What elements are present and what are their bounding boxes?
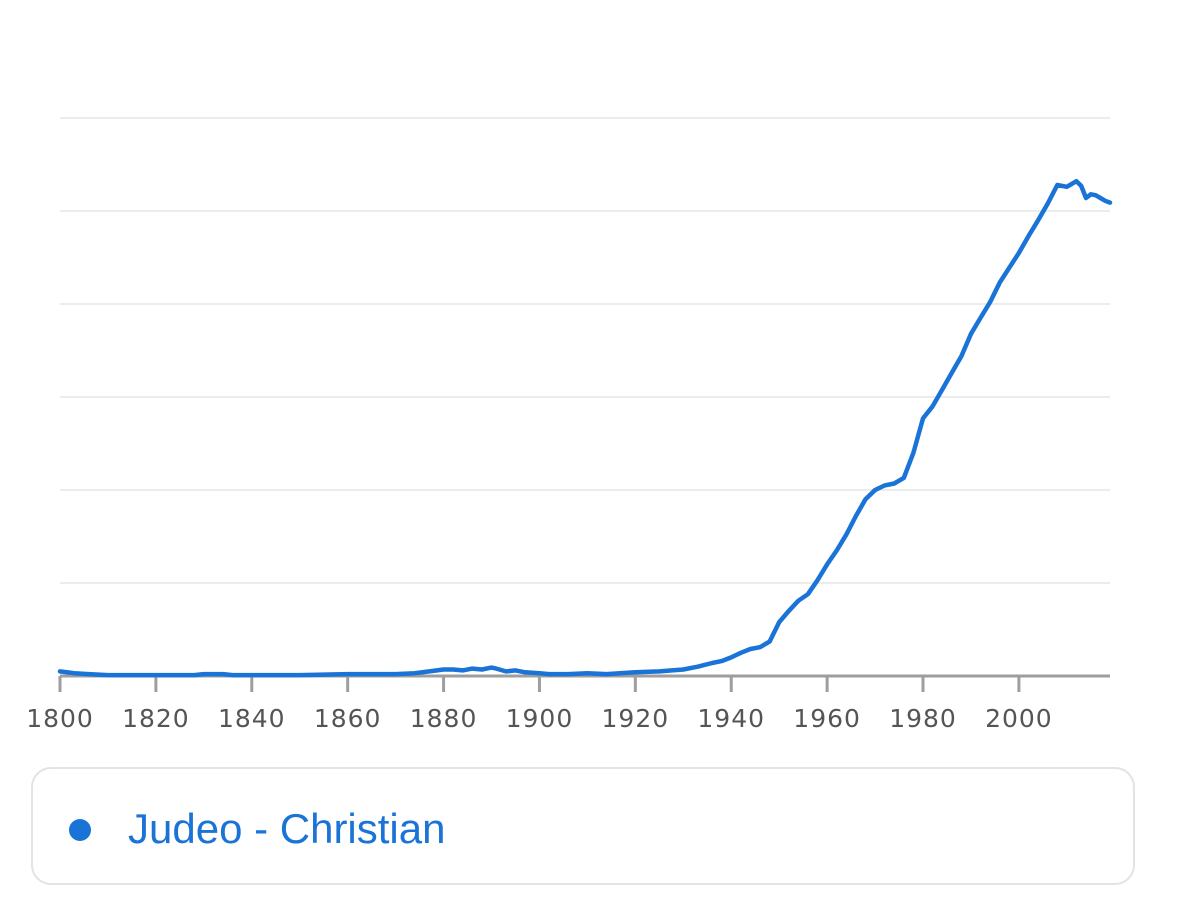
x-tick-label: 1820 [122, 704, 190, 733]
x-tick-label: 1960 [793, 704, 861, 733]
series-line[interactable] [57, 178, 1113, 678]
x-tick-label: 1800 [26, 704, 94, 733]
x-tick-label: 1920 [602, 704, 670, 733]
x-tick-label: 1840 [218, 704, 286, 733]
legend-series-label[interactable]: Judeo - Christian [128, 805, 446, 852]
x-tick-label: 1880 [410, 704, 478, 733]
legend: Judeo - Christian [31, 767, 1135, 885]
x-tick-label: 1940 [697, 704, 765, 733]
x-tick-label: 1980 [889, 704, 957, 733]
line-chart: 1800 1820 1840 1860 1880 1900 1920 1940 1960 1980… [26, 117, 1113, 733]
x-tick-label: 1900 [506, 704, 574, 733]
grid-lines [60, 117, 1110, 584]
legend-series-marker [69, 819, 91, 841]
x-tick-label: 1860 [314, 704, 382, 733]
x-tick-label: 2000 [985, 704, 1053, 733]
series-layer [57, 178, 1113, 678]
x-axis-ticks: 1800 1820 1840 1860 1880 1900 1920 1940 1960 1980… [26, 676, 1053, 733]
